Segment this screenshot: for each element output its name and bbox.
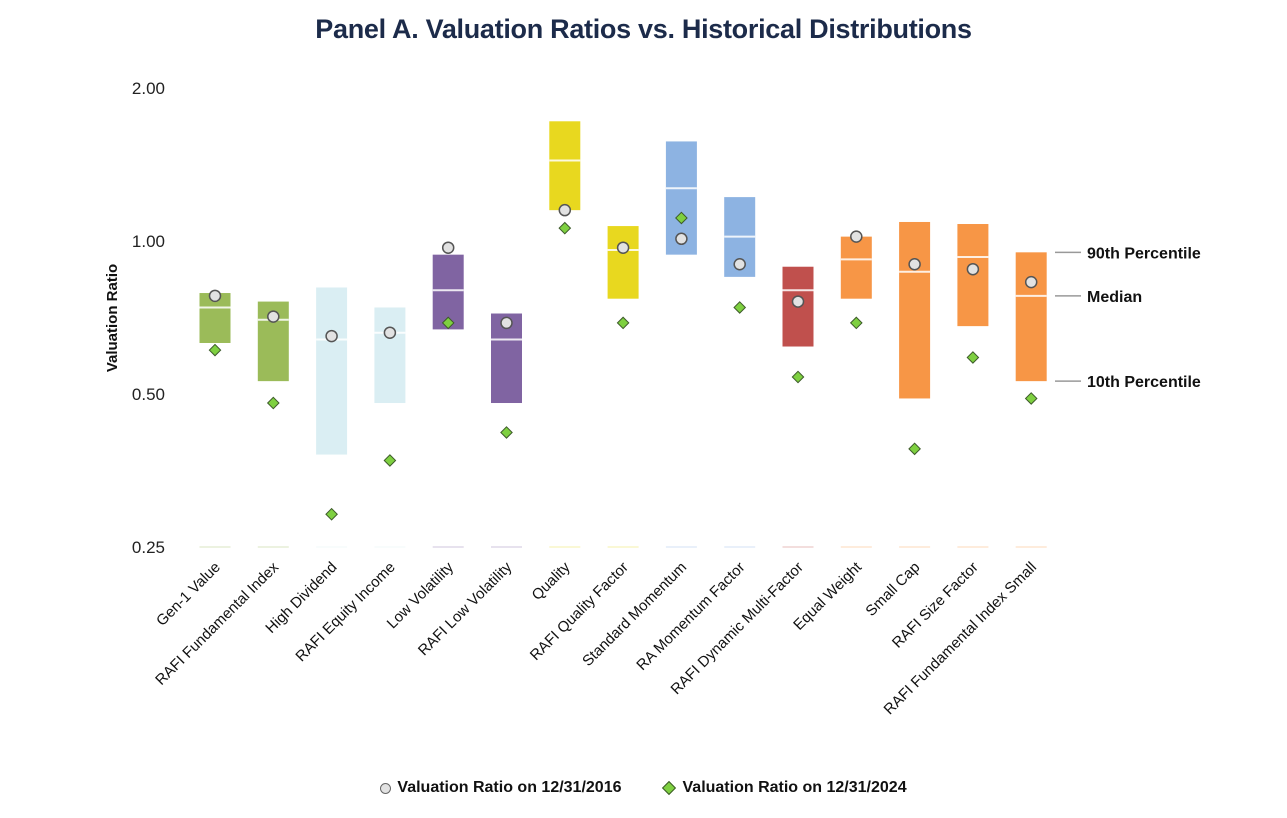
chart-title: Panel A. Valuation Ratios vs. Historical…	[315, 14, 972, 44]
category-label: Small Cap	[862, 559, 923, 620]
percentile-box	[374, 307, 406, 404]
legend: Valuation Ratio on 12/31/2016 Valuation …	[0, 779, 1287, 797]
category-group	[724, 197, 756, 548]
marker-2024	[266, 396, 280, 410]
marker-2024	[733, 301, 747, 314]
y-axis: 2.00 1.00 0.50 0.25	[132, 79, 165, 557]
marker-2016	[558, 203, 572, 217]
marker-2016	[908, 258, 921, 271]
category-group	[899, 221, 931, 548]
marker-2016	[966, 262, 980, 276]
marker-2024	[325, 507, 338, 521]
legend-label-2024: Valuation Ratio on 12/31/2024	[682, 779, 907, 796]
category-group	[957, 224, 989, 548]
marker-2024	[849, 316, 863, 330]
marker-2016	[500, 316, 513, 330]
category-group	[491, 313, 522, 548]
range-boxes	[199, 121, 1047, 548]
marker-2024	[441, 316, 455, 330]
marker-2016	[616, 241, 630, 254]
legend-item-2024: Valuation Ratio on 12/31/2024	[661, 779, 907, 797]
marker-2016	[441, 241, 455, 254]
category-group	[840, 230, 872, 548]
marker-2016	[267, 310, 280, 323]
y-tick-label: 0.25	[132, 538, 165, 557]
marker-2024	[675, 211, 688, 225]
category-group	[549, 121, 581, 548]
marker-2024	[500, 426, 513, 439]
percentile-annotations: 90th Percentile Median 10th Percentile	[1055, 245, 1201, 391]
marker-2024	[616, 316, 630, 330]
percentile-box	[840, 236, 872, 299]
marker-2016	[1024, 275, 1038, 289]
category-group	[432, 241, 464, 548]
legend-item-2016: Valuation Ratio on 12/31/2016	[380, 779, 622, 797]
y-tick-label: 1.00	[132, 232, 165, 251]
category-group	[374, 307, 406, 548]
category-label: Standard Momentum	[579, 559, 690, 670]
category-group	[257, 301, 289, 548]
percentile-box	[549, 121, 581, 211]
category-group	[782, 266, 814, 548]
marker-2016	[733, 258, 746, 271]
percentile-box	[316, 287, 348, 455]
percentile-box	[899, 221, 931, 399]
marker-2016	[850, 230, 863, 243]
marker-2016	[675, 232, 688, 246]
marker-2024	[1024, 392, 1038, 405]
diamond-marker-icon	[661, 780, 676, 796]
annotation-label: 10th Percentile	[1087, 374, 1201, 391]
percentile-box	[1015, 252, 1047, 382]
marker-2024	[966, 351, 980, 364]
marker-2024	[558, 221, 572, 235]
category-group	[607, 226, 639, 548]
marker-2024	[908, 442, 921, 456]
marker-2016	[325, 329, 338, 343]
category-group	[1015, 252, 1047, 548]
marker-2024	[383, 454, 397, 467]
percentile-box	[607, 226, 639, 299]
y-axis-label: Valuation Ratio	[104, 264, 121, 372]
category-group	[316, 287, 348, 548]
category-label: RAFI Quality Factor	[527, 559, 632, 664]
y-tick-label: 2.00	[132, 79, 165, 98]
y-tick-label: 0.50	[132, 385, 165, 404]
category-label: RA Momentum Factor	[633, 559, 748, 674]
category-group	[199, 289, 231, 548]
category-label: RAFI Equity Income	[292, 559, 398, 665]
marker-2024	[208, 343, 222, 357]
category-group	[665, 141, 697, 548]
marker-2016	[383, 326, 397, 339]
marker-2024	[791, 370, 805, 384]
legend-label-2016: Valuation Ratio on 12/31/2016	[397, 779, 622, 796]
circle-marker-icon	[380, 782, 392, 794]
annotation-label: Median	[1087, 289, 1142, 306]
category-label: Quality	[529, 558, 574, 603]
annotation-label: 90th Percentile	[1087, 245, 1201, 262]
marker-2016	[208, 289, 222, 303]
marker-2016	[791, 295, 805, 308]
